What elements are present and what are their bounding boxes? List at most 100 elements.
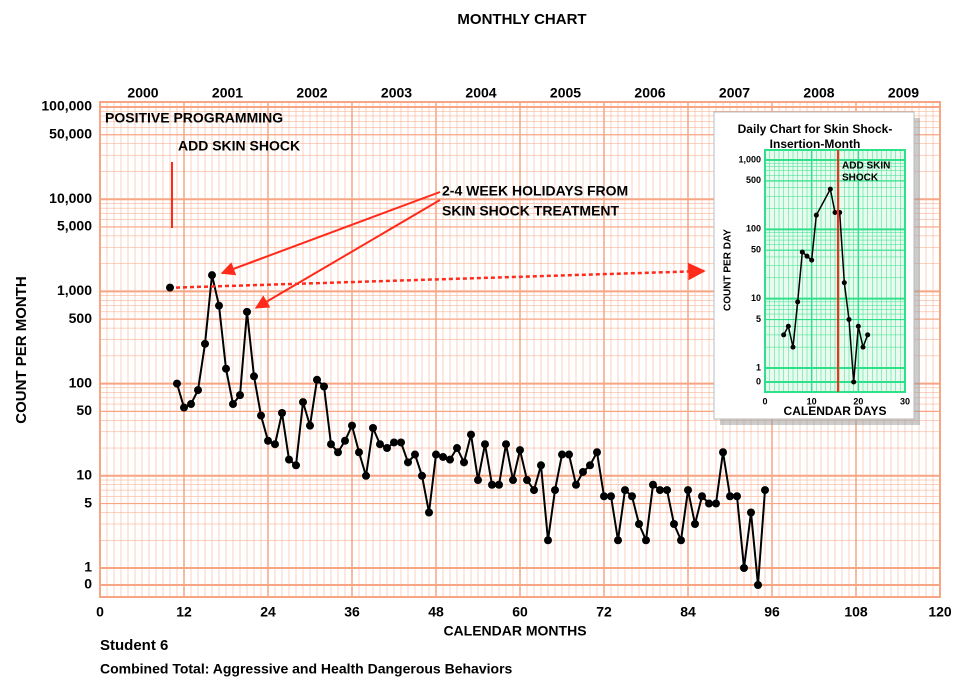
data-point <box>341 436 349 445</box>
data-point <box>474 476 482 485</box>
plot-frame <box>99 101 941 598</box>
data-point <box>432 450 440 459</box>
data-point <box>855 323 861 329</box>
data-point <box>250 372 258 381</box>
data-point <box>795 299 801 305</box>
top-axis-label: 2001 <box>212 85 243 101</box>
y-tick-label: 100 <box>746 224 761 234</box>
data-point <box>299 398 307 407</box>
x-tick-label: 20 <box>853 396 863 406</box>
data-point <box>201 339 209 348</box>
y-axis-label: COUNT PER MONTH <box>13 276 30 424</box>
y-tick-label: 500 <box>746 175 761 185</box>
data-point <box>376 440 384 449</box>
x-tick-label: 120 <box>928 604 952 620</box>
data-point <box>313 375 321 384</box>
y-tick-label: 0 <box>756 376 761 386</box>
inset-title: Daily Chart for Skin Shock- <box>738 122 893 136</box>
y-tick-label: 0 <box>84 576 92 592</box>
data-point <box>208 271 216 280</box>
data-point <box>243 307 251 316</box>
top-axis-label: 2007 <box>719 85 750 101</box>
y-tick-label: 1 <box>756 362 761 372</box>
data-point <box>832 209 838 215</box>
x-tick-label: 72 <box>596 604 612 620</box>
data-point <box>488 480 496 489</box>
x-tick-label: 30 <box>900 396 910 406</box>
data-point <box>684 486 692 495</box>
data-point <box>523 476 531 485</box>
y-tick-label: 1,000 <box>57 282 92 298</box>
data-point <box>236 391 244 400</box>
data-point <box>390 438 398 447</box>
data-point <box>425 508 433 517</box>
data-point <box>607 492 615 501</box>
x-tick-label: 96 <box>764 604 780 620</box>
data-point <box>663 486 671 495</box>
data-point <box>257 411 265 420</box>
data-point <box>785 323 791 329</box>
x-tick-label: 10 <box>807 396 817 406</box>
data-point <box>781 332 787 338</box>
data-point <box>705 499 713 508</box>
data-point <box>446 455 454 464</box>
data-point <box>642 536 650 545</box>
data-point <box>846 317 852 323</box>
top-axis-label: 2000 <box>127 85 158 101</box>
inset-title: Insertion-Month <box>770 137 861 151</box>
data-point <box>656 486 664 495</box>
data-point <box>628 492 636 501</box>
data-point <box>264 436 272 445</box>
data-point <box>320 382 328 391</box>
data-point <box>537 461 545 470</box>
data-point <box>334 448 342 457</box>
data-point <box>495 480 503 489</box>
y-tick-label: 10,000 <box>49 190 92 206</box>
x-tick-label: 108 <box>844 604 868 620</box>
data-point <box>173 379 181 388</box>
data-point <box>348 421 356 430</box>
top-axis-label: 2009 <box>888 85 919 101</box>
data-point <box>860 344 866 350</box>
data-point <box>215 301 223 310</box>
data-point <box>614 536 622 545</box>
data-point <box>621 486 629 495</box>
data-point <box>865 332 871 338</box>
data-point <box>804 253 810 259</box>
top-axis-label: 2008 <box>803 85 834 101</box>
data-point <box>453 444 461 453</box>
data-point <box>544 536 552 545</box>
data-point <box>579 467 587 476</box>
data-point <box>306 421 314 430</box>
x-tick-label: 24 <box>260 604 276 620</box>
annotation: ADD SKIN <box>842 161 890 172</box>
data-point <box>418 471 426 480</box>
data-point <box>467 430 475 439</box>
data-point <box>851 379 857 385</box>
data-point <box>813 212 819 218</box>
data-point <box>799 249 805 255</box>
data-point <box>809 257 815 263</box>
top-axis-label: 2002 <box>296 85 327 101</box>
arrow <box>220 191 441 276</box>
data-point <box>841 280 847 286</box>
data-point <box>383 444 391 453</box>
data-point <box>355 448 363 457</box>
data-point <box>404 458 412 467</box>
inset-x-label: CALENDAR DAYS <box>784 404 887 418</box>
data-point <box>481 440 489 449</box>
y-tick-label: 5,000 <box>57 218 92 234</box>
data-point <box>551 486 559 495</box>
inset-y-label: COUNT PER DAY <box>723 229 734 311</box>
y-tick-label: 100,000 <box>41 98 92 114</box>
x-tick-label: 60 <box>512 604 528 620</box>
y-tick-label: 50 <box>751 245 761 255</box>
annotation: 2-4 WEEK HOLIDAYS FROM <box>442 183 628 199</box>
data-point <box>285 455 293 464</box>
data-point <box>593 448 601 457</box>
data-point <box>460 458 468 467</box>
x-axis-label: CALENDAR MONTHS <box>443 623 586 639</box>
y-tick-label: 5 <box>756 314 761 324</box>
data-point <box>572 480 580 489</box>
